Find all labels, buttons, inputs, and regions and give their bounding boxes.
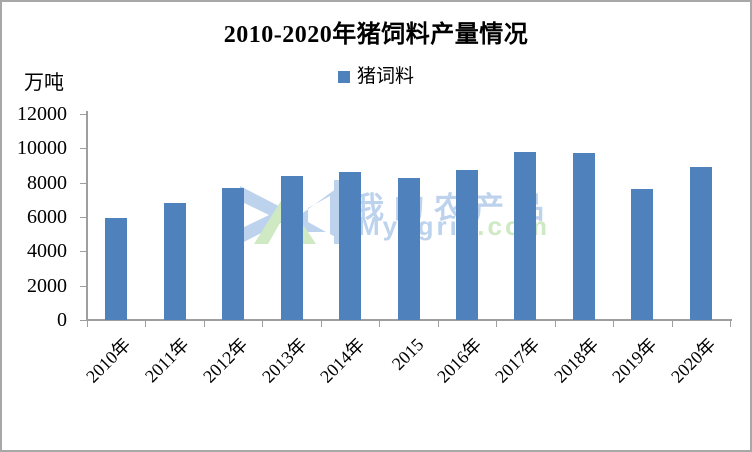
bar-2013年 xyxy=(280,175,303,320)
x-tick-label: 2015 xyxy=(387,334,427,374)
bar-2017年 xyxy=(514,152,537,320)
y-tick-label: 0 xyxy=(57,309,67,331)
y-tick-mark xyxy=(80,285,87,287)
y-tick-mark xyxy=(80,114,87,115)
y-axis-line xyxy=(86,111,88,321)
x-tick-label: 2019年 xyxy=(608,334,661,387)
bar-2015 xyxy=(397,177,420,320)
y-tick-label: 4000 xyxy=(27,240,67,263)
y-tick-mark xyxy=(80,320,87,321)
bar-2012年 xyxy=(222,188,245,320)
y-tick-label: 2000 xyxy=(27,274,67,297)
bar-2018年 xyxy=(572,153,595,320)
x-tick-mark xyxy=(87,321,88,327)
x-tick-mark xyxy=(379,321,381,327)
x-tick-mark xyxy=(496,321,498,327)
x-tick-mark xyxy=(145,321,147,327)
bar-2020年 xyxy=(689,166,712,320)
x-tick-mark xyxy=(320,321,322,327)
y-tick-mark xyxy=(80,182,87,184)
x-tick-mark xyxy=(262,321,264,327)
x-tick-label: 2017年 xyxy=(491,334,544,387)
bar-2011年 xyxy=(163,202,186,320)
y-tick-mark xyxy=(80,217,87,218)
y-tick-label: 12000 xyxy=(17,103,67,125)
legend: 猪词料 xyxy=(2,66,750,88)
bar-2016年 xyxy=(455,169,478,320)
x-tick-label: 2013年 xyxy=(257,334,311,387)
bar-2010年 xyxy=(105,218,128,320)
x-tick-mark xyxy=(437,321,439,327)
y-tick-label: 10000 xyxy=(17,137,67,160)
x-tick-label: 2010年 xyxy=(82,334,135,387)
x-tick-mark xyxy=(613,321,615,327)
legend-label: 猪词料 xyxy=(356,66,414,87)
y-tick-label: 6000 xyxy=(27,206,67,228)
x-tick-mark xyxy=(554,321,556,327)
y-axis-unit-label: 万吨 xyxy=(24,72,64,94)
x-tick-label: 2012年 xyxy=(199,334,252,387)
x-tick-label: 2016年 xyxy=(433,334,486,387)
legend-swatch-icon xyxy=(337,71,350,83)
y-tick-label: 8000 xyxy=(27,171,67,194)
x-tick-label: 2011年 xyxy=(141,334,194,387)
chart-title: 2010-2020年猪饲料产量情况 xyxy=(223,22,529,48)
x-tick-mark xyxy=(203,321,205,327)
x-tick-mark xyxy=(730,321,731,327)
x-axis-line xyxy=(86,319,732,321)
x-tick-label: 2020年 xyxy=(666,334,720,387)
x-tick-mark xyxy=(671,321,673,327)
watermark-cn-text: 我的农产品 xyxy=(354,192,554,225)
y-tick-mark xyxy=(80,251,87,253)
bar-2019年 xyxy=(631,189,654,320)
y-tick-mark xyxy=(80,148,87,150)
x-tick-label: 2014年 xyxy=(316,334,369,387)
bar-2014年 xyxy=(339,172,362,320)
x-tick-label: 2018年 xyxy=(549,334,603,387)
